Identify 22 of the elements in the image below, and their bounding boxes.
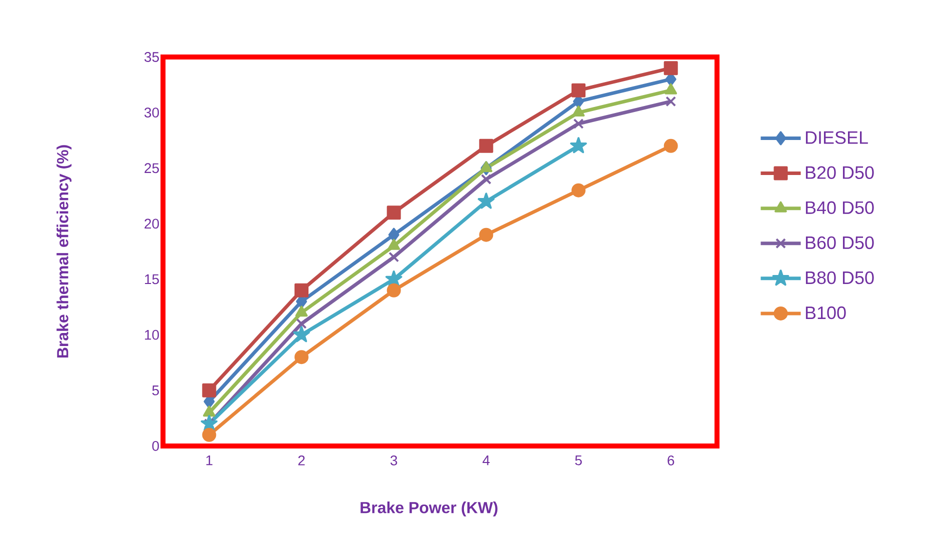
y-tick-label: 10 [144,330,159,340]
legend-label: B60 D50 [806,236,874,250]
x-axis-title: Brake Power (KW) [360,502,498,516]
y-tick-label: 35 [144,52,159,62]
legend-label: B40 D50 [806,201,874,214]
legend-label: DIESEL [806,131,868,144]
y-axis-title: Brake thermal efficiency (%) [56,145,72,358]
legend-label: B80 D50 [806,271,874,284]
x-tick-label: 2 [298,456,305,466]
y-tick-label: 30 [144,108,159,118]
x-tick-label: 3 [390,456,398,466]
x-tick-label: 6 [668,456,674,466]
x-tick-label: 1 [206,456,212,466]
y-tick-label: 0 [152,441,159,451]
y-tick-label: 5 [152,386,159,396]
x-tick-label: 5 [575,456,582,466]
y-tick-label: 15 [144,274,159,284]
legend-label: B100 [806,306,846,320]
legend-label: B20 D50 [806,166,874,179]
y-tick-label: 20 [144,218,159,229]
y-tick-label: 25 [144,163,159,174]
x-tick-label: 4 [482,456,490,466]
